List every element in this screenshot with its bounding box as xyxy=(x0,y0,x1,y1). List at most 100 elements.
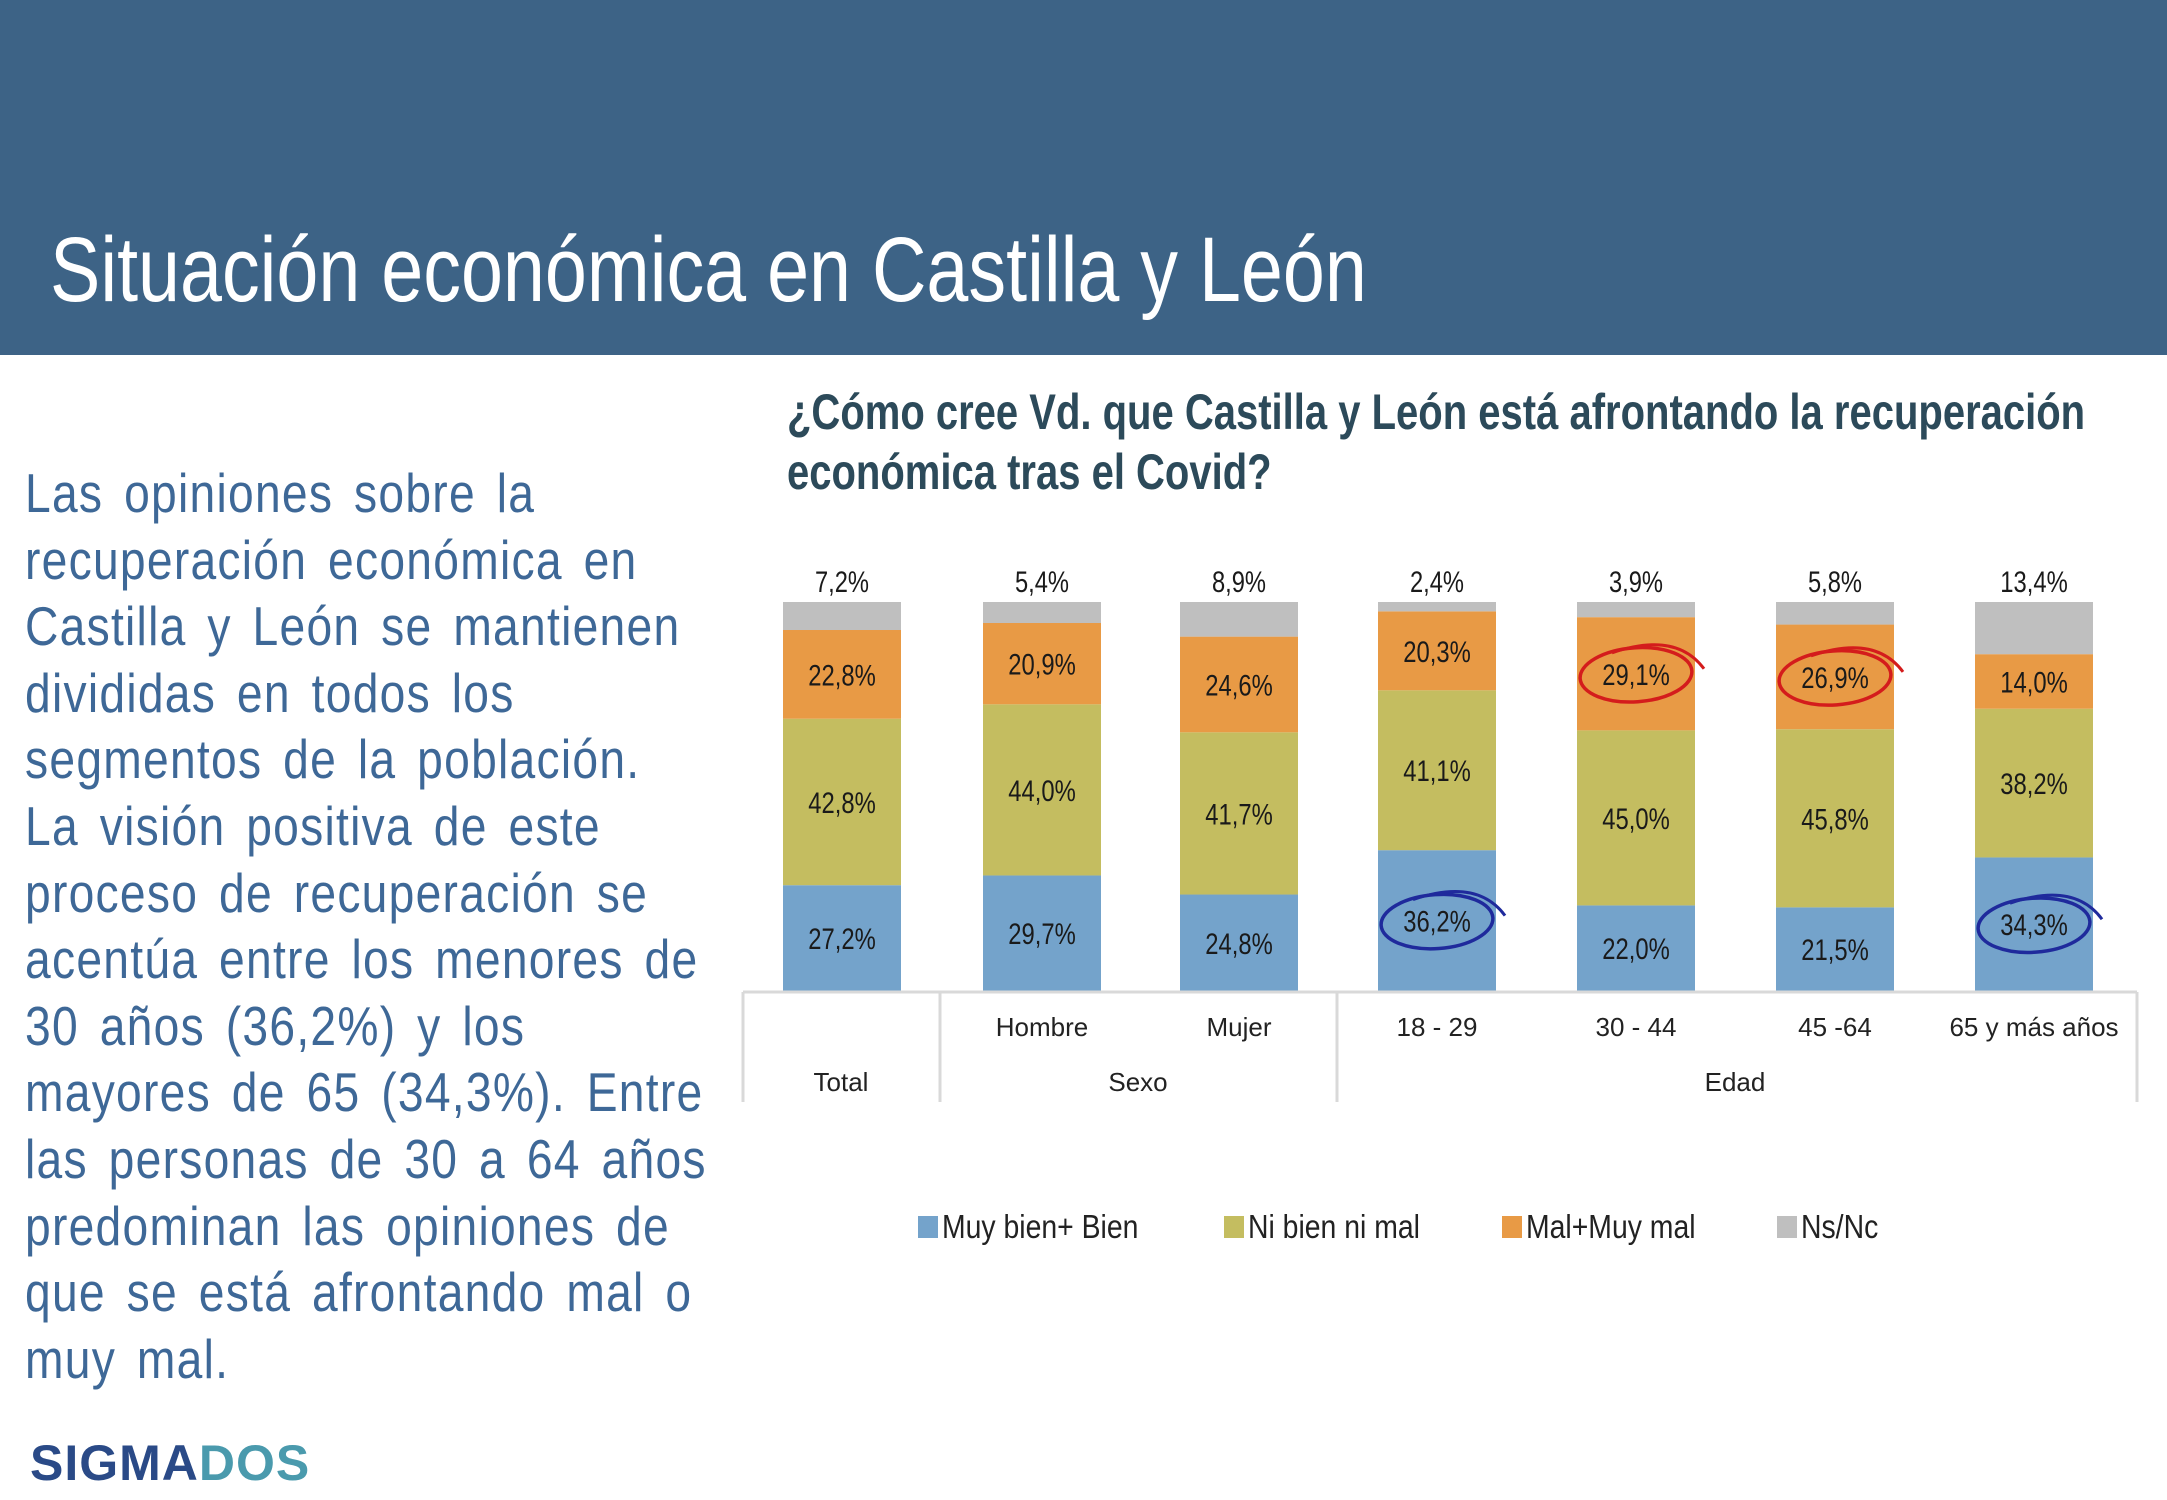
logo-part-sigma: SIGMA xyxy=(30,1435,199,1491)
data-label: 27,2% xyxy=(808,923,876,956)
highlight-stroke xyxy=(1810,646,1905,673)
summary-line: La visión positiva de este xyxy=(25,794,601,857)
data-label: 7,2% xyxy=(815,566,869,599)
data-label: 34,3% xyxy=(2000,909,2068,942)
data-label: 20,3% xyxy=(1403,636,1471,669)
summary-line: segmentos de la población. xyxy=(25,728,641,791)
bar-segment xyxy=(1577,730,1695,906)
summary-line: predominan las opiniones de xyxy=(25,1194,670,1257)
legend-item-mal: Mal+Muy mal xyxy=(1502,1208,1723,1246)
category-label: Mujer xyxy=(1206,1012,1271,1042)
summary-line: mayores de 65 (34,3%). Entre xyxy=(25,1061,704,1124)
summary-line: Las opiniones sobre la xyxy=(25,462,536,524)
bar-segment xyxy=(1378,690,1496,851)
bar-segment xyxy=(1975,857,2093,991)
group-label: Total xyxy=(814,1067,869,1097)
summary-line: que se está afrontando mal o xyxy=(25,1261,693,1324)
highlight-stroke xyxy=(1611,643,1706,670)
category-label: 18 - 29 xyxy=(1397,1012,1478,1042)
logo-part-dos: DOS xyxy=(198,1435,311,1491)
bar-segment xyxy=(983,602,1101,624)
legend-label: Ni bien ni mal xyxy=(1248,1208,1421,1245)
chart-title: ¿Cómo cree Vd. que Castilla y León está … xyxy=(787,382,2086,502)
data-label: 45,8% xyxy=(1801,803,1869,836)
data-label: 42,8% xyxy=(808,787,876,820)
category-label: 45 -64 xyxy=(1798,1012,1872,1042)
bar-segment xyxy=(983,875,1101,991)
legend-item-ni-bien-ni-mal: Ni bien ni mal xyxy=(1224,1208,1448,1246)
bar-segment xyxy=(1378,611,1496,691)
page-title: Situación económica en Castilla y León xyxy=(50,219,1367,321)
data-label: 41,1% xyxy=(1403,755,1471,788)
highlight-stroke xyxy=(1412,890,1507,917)
group-label: Edad xyxy=(1705,1067,1766,1097)
category-label: 65 y más años xyxy=(1949,1012,2118,1042)
summary-line: muy mal. xyxy=(25,1327,230,1390)
bar-segment xyxy=(1378,602,1496,612)
legend-swatch xyxy=(1777,1216,1798,1238)
highlight-annotations xyxy=(1379,643,2104,955)
data-label: 20,9% xyxy=(1008,649,1076,682)
data-label: 44,0% xyxy=(1008,775,1076,808)
summary-line: divididas en todos los xyxy=(25,661,515,724)
legend-swatch xyxy=(1502,1216,1523,1238)
data-label: 3,9% xyxy=(1609,566,1663,599)
bar-segment xyxy=(1378,850,1496,991)
data-label: 38,2% xyxy=(2000,768,2068,801)
legend-item-muy-bien: Muy bien+ Bien xyxy=(918,1208,1170,1246)
bar-segment xyxy=(983,704,1101,876)
data-label: 24,8% xyxy=(1205,928,1273,961)
bar-segment xyxy=(1180,732,1298,895)
bar-segment xyxy=(1577,617,1695,731)
category-axis: Hombre Mujer 18 - 29 30 - 44 45 -64 65 y más … xyxy=(741,990,2139,1102)
data-label: 41,7% xyxy=(1205,798,1273,831)
data-label: 29,7% xyxy=(1008,918,1076,951)
category-label: 30 - 44 xyxy=(1596,1012,1677,1042)
legend-label: Ns/Nc xyxy=(1801,1208,1879,1245)
summary-paragraph: Las opiniones sobre la recuperación econ… xyxy=(25,460,739,1392)
summary-line: 30 años (36,2%) y los xyxy=(25,994,526,1057)
chart-legend: Muy bien+ Bien Ni bien ni mal Mal+Muy ma… xyxy=(918,1205,1945,1249)
bar-segment xyxy=(783,885,901,991)
bar-segment xyxy=(1180,602,1298,637)
bar-segment xyxy=(783,602,901,631)
bar-segment xyxy=(1577,905,1695,991)
legend-label: Muy bien+ Bien xyxy=(942,1208,1139,1245)
data-label: 22,8% xyxy=(808,659,876,692)
data-label: 2,4% xyxy=(1410,566,1464,599)
bar-segment xyxy=(1577,602,1695,618)
sigmados-logo: SIGMADOS xyxy=(30,1434,310,1492)
data-label: 29,1% xyxy=(1602,659,1670,692)
data-label: 45,0% xyxy=(1602,803,1670,836)
data-label: 22,0% xyxy=(1602,933,1670,966)
data-label: 36,2% xyxy=(1403,906,1471,939)
group-label: Sexo xyxy=(1108,1067,1167,1097)
category-label: Hombre xyxy=(996,1012,1088,1042)
bar-segment xyxy=(983,623,1101,705)
summary-line: acentúa entre los menores de xyxy=(25,928,699,991)
chart-title-line: ¿Cómo cree Vd. que Castilla y León está … xyxy=(787,384,2086,440)
data-label: 13,4% xyxy=(2000,566,2068,599)
data-label: 24,6% xyxy=(1205,669,1273,702)
data-label: 14,0% xyxy=(2000,666,2068,699)
bars-layer: 27,2% 42,8% 22,8% 7,2% 29,7% 44,0% 20,9% 5,4% 24… xyxy=(783,566,2093,991)
legend-swatch xyxy=(918,1216,938,1238)
highlight-stroke xyxy=(2009,893,2104,921)
bar-segment xyxy=(1776,907,1894,991)
bar-segment xyxy=(1776,602,1894,625)
summary-line: recuperación económica en xyxy=(25,528,638,591)
summary-line: Castilla y León se mantienen xyxy=(25,595,681,658)
summary-line: las personas de 30 a 64 años xyxy=(25,1127,707,1190)
bar-segment xyxy=(1975,602,2093,655)
bar-segment xyxy=(783,718,901,886)
bar-segment xyxy=(1180,636,1298,733)
legend-item-nsnc: Ns/Nc xyxy=(1777,1208,1891,1246)
data-label: 21,5% xyxy=(1801,934,1869,967)
bar-segment xyxy=(1776,729,1894,908)
chart-title-line: económica tras el Covid? xyxy=(787,444,1272,500)
bar-segment xyxy=(1180,894,1298,991)
bar-segment xyxy=(1776,624,1894,730)
data-label: 5,4% xyxy=(1015,566,1069,599)
header-banner: Situación económica en Castilla y León xyxy=(0,0,2167,355)
